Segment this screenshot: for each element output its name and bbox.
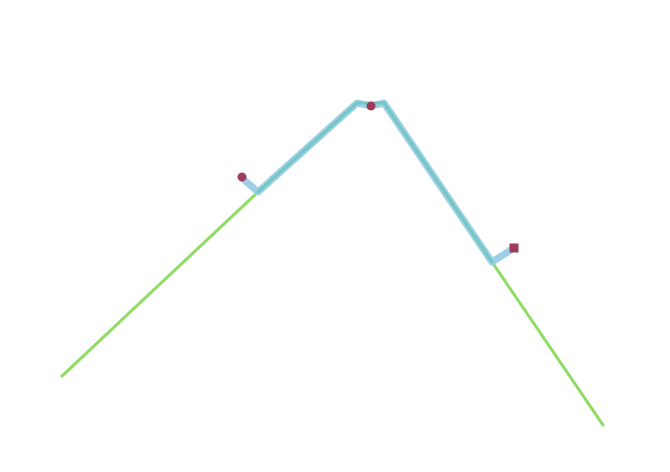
end-marker[interactable]	[509, 243, 519, 253]
route-line	[60, 101, 605, 427]
marker-layer	[237, 101, 519, 253]
highlight-overlap-segment	[256, 101, 494, 264]
start-marker[interactable]	[237, 172, 247, 182]
highlighted-path	[238, 99, 518, 266]
route-layer	[60, 101, 605, 427]
highlight-layer	[238, 99, 518, 266]
waypoint-marker[interactable]	[366, 101, 376, 111]
